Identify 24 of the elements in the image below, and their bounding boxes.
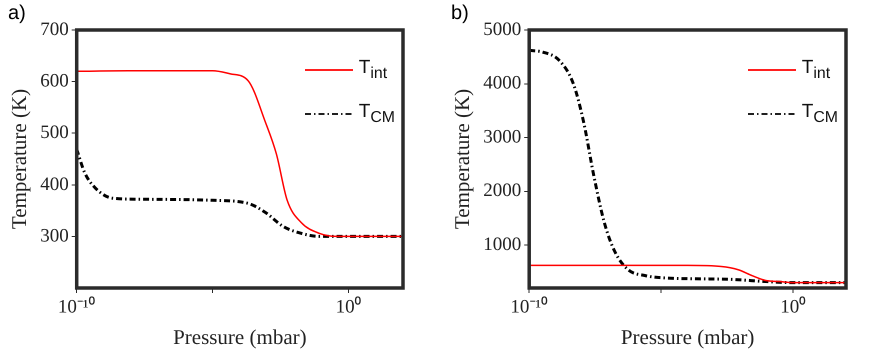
legend-label: T$_{CM}$	[802, 101, 838, 127]
y-axis-title: Temperature (K)	[7, 88, 32, 230]
x-tick-label: 10⁰	[336, 295, 362, 318]
y-tick-label: 1000	[483, 234, 522, 255]
x-tick-label: 10⁰	[780, 295, 806, 318]
y-tick-label: 5000	[483, 18, 522, 40]
y-tick-label: 4000	[483, 72, 522, 94]
chart-title: a)	[8, 2, 26, 25]
y-tick-label: 2000	[483, 180, 522, 202]
y-tick-label: 300	[40, 225, 69, 246]
chart-title: b)	[451, 2, 469, 25]
y-tick-label: 700	[40, 18, 69, 40]
y-axis-title: Temperature (K)	[450, 88, 474, 230]
x-tick-label: 10⁻¹⁰	[58, 295, 96, 318]
legend-label: T$_{int}$	[802, 57, 830, 83]
legend-label: T$_{CM}$	[358, 101, 395, 127]
legend-label: T$_{int}$	[358, 57, 388, 83]
x-tick-label: 10⁻¹⁰	[510, 295, 548, 318]
x-axis-title: Pressure (mbar)	[620, 324, 754, 349]
x-axis-title: Pressure (mbar)	[173, 324, 307, 349]
y-tick-label: 400	[40, 174, 69, 195]
y-tick-label: 600	[40, 70, 69, 92]
y-tick-label: 3000	[483, 126, 522, 148]
y-tick-label: 500	[40, 122, 69, 144]
